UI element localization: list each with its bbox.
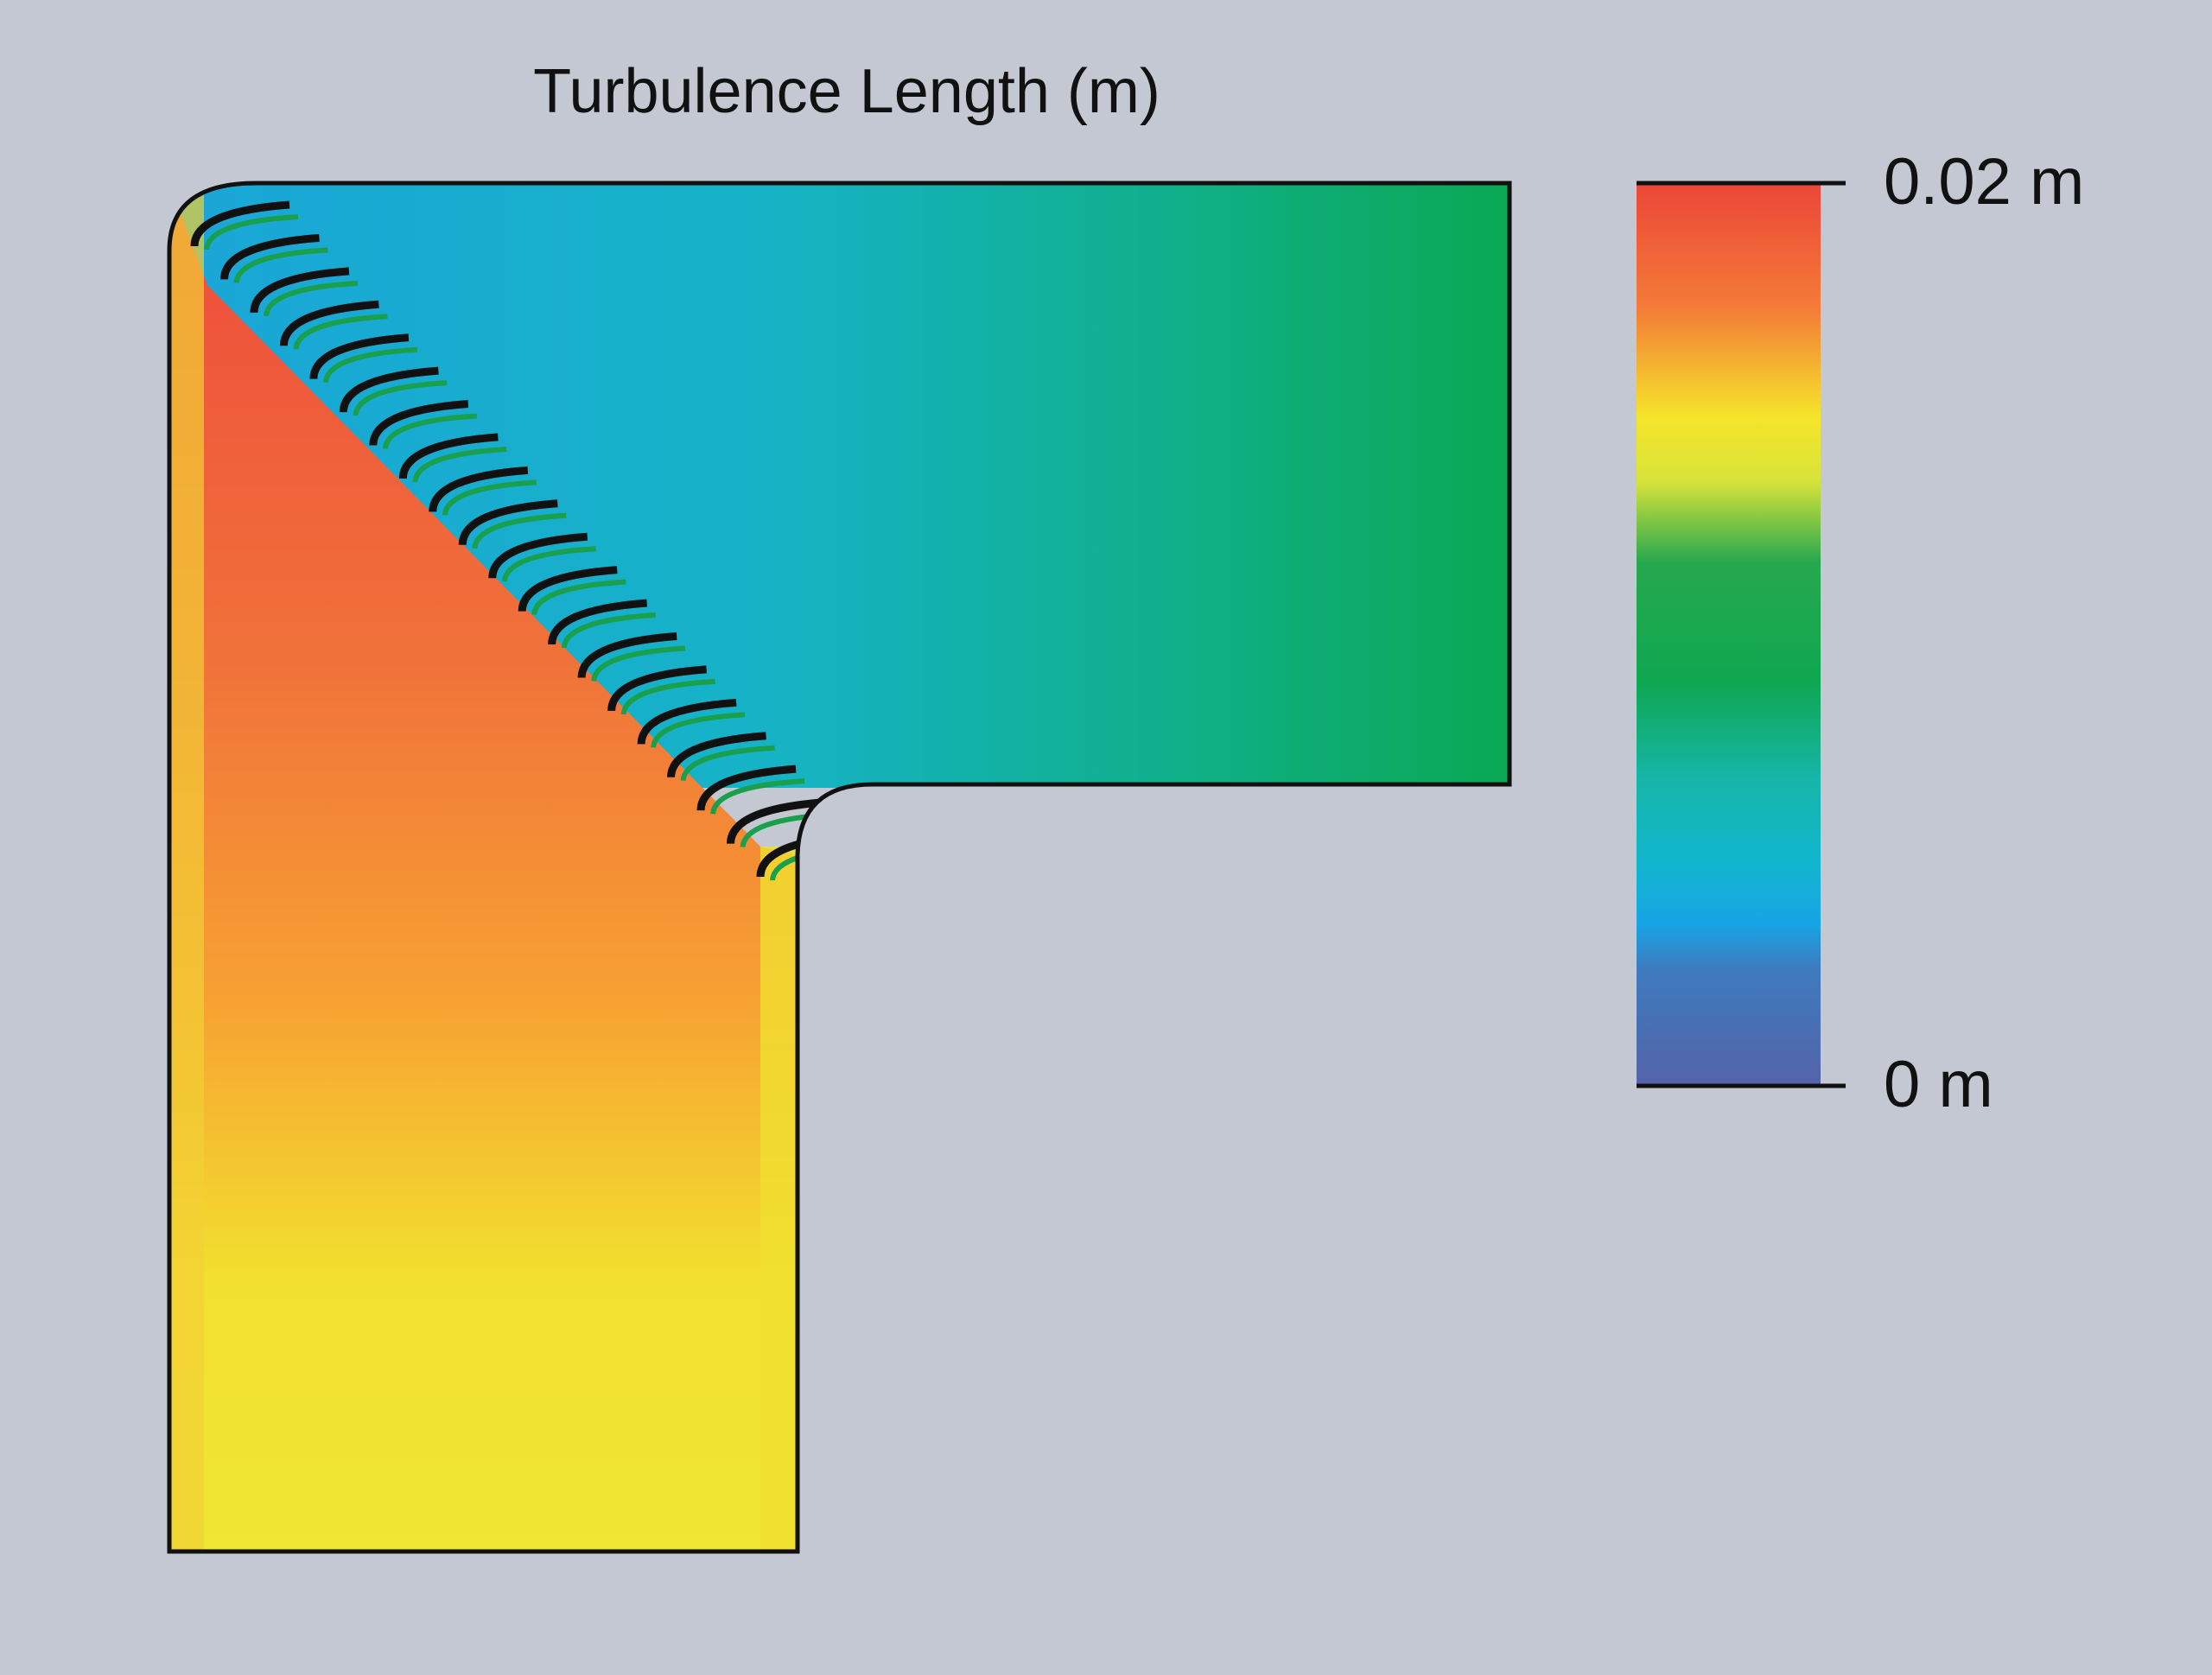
vane	[339, 366, 439, 413]
tick-label: 0.02 m	[1884, 145, 2084, 219]
duct-outline	[167, 181, 1512, 1554]
vane-wake	[472, 512, 567, 549]
vane	[637, 698, 737, 745]
vane	[250, 267, 350, 314]
vane	[219, 233, 320, 280]
vane	[607, 665, 707, 712]
vane	[488, 532, 588, 579]
vane-wake	[710, 778, 805, 815]
vane-wake	[501, 546, 596, 582]
flow-region	[169, 183, 798, 1551]
turning-vanes	[190, 200, 865, 881]
vane-wake	[382, 413, 478, 450]
wall-layer	[760, 847, 798, 1551]
colorbar-axis: 0 m 0.02 m	[1637, 145, 2084, 1121]
vane	[190, 200, 290, 247]
vane	[577, 631, 677, 678]
vane	[548, 599, 648, 645]
vane	[667, 732, 766, 778]
vane-wake	[204, 214, 299, 251]
vane-wake	[531, 579, 626, 616]
vane-wake	[561, 612, 656, 649]
vane-wake	[322, 346, 418, 384]
vane	[398, 433, 499, 479]
vane	[309, 333, 410, 380]
vane-wake	[293, 314, 388, 350]
vane-wake	[263, 280, 359, 317]
colorbar	[1637, 183, 1821, 1086]
vane	[518, 566, 618, 612]
vane	[458, 499, 558, 546]
contour-field	[169, 183, 1510, 1551]
vane-wake	[680, 745, 775, 782]
vane-wake	[740, 811, 835, 848]
vane	[429, 466, 529, 512]
vane-wake	[353, 380, 448, 416]
vane	[279, 300, 379, 346]
vane	[696, 765, 797, 811]
vane-wake	[233, 247, 328, 283]
vane-wake	[442, 479, 537, 516]
vane	[727, 798, 826, 845]
vane-wake	[591, 645, 686, 682]
vane-wake	[620, 678, 715, 715]
chart-title: Turbulence Length (m)	[533, 57, 1160, 126]
vane-wake	[651, 712, 746, 748]
tick-label: 0 m	[1884, 1048, 1993, 1121]
vane	[369, 400, 469, 446]
wall-layer	[169, 183, 204, 1551]
vane-wake	[412, 446, 507, 483]
